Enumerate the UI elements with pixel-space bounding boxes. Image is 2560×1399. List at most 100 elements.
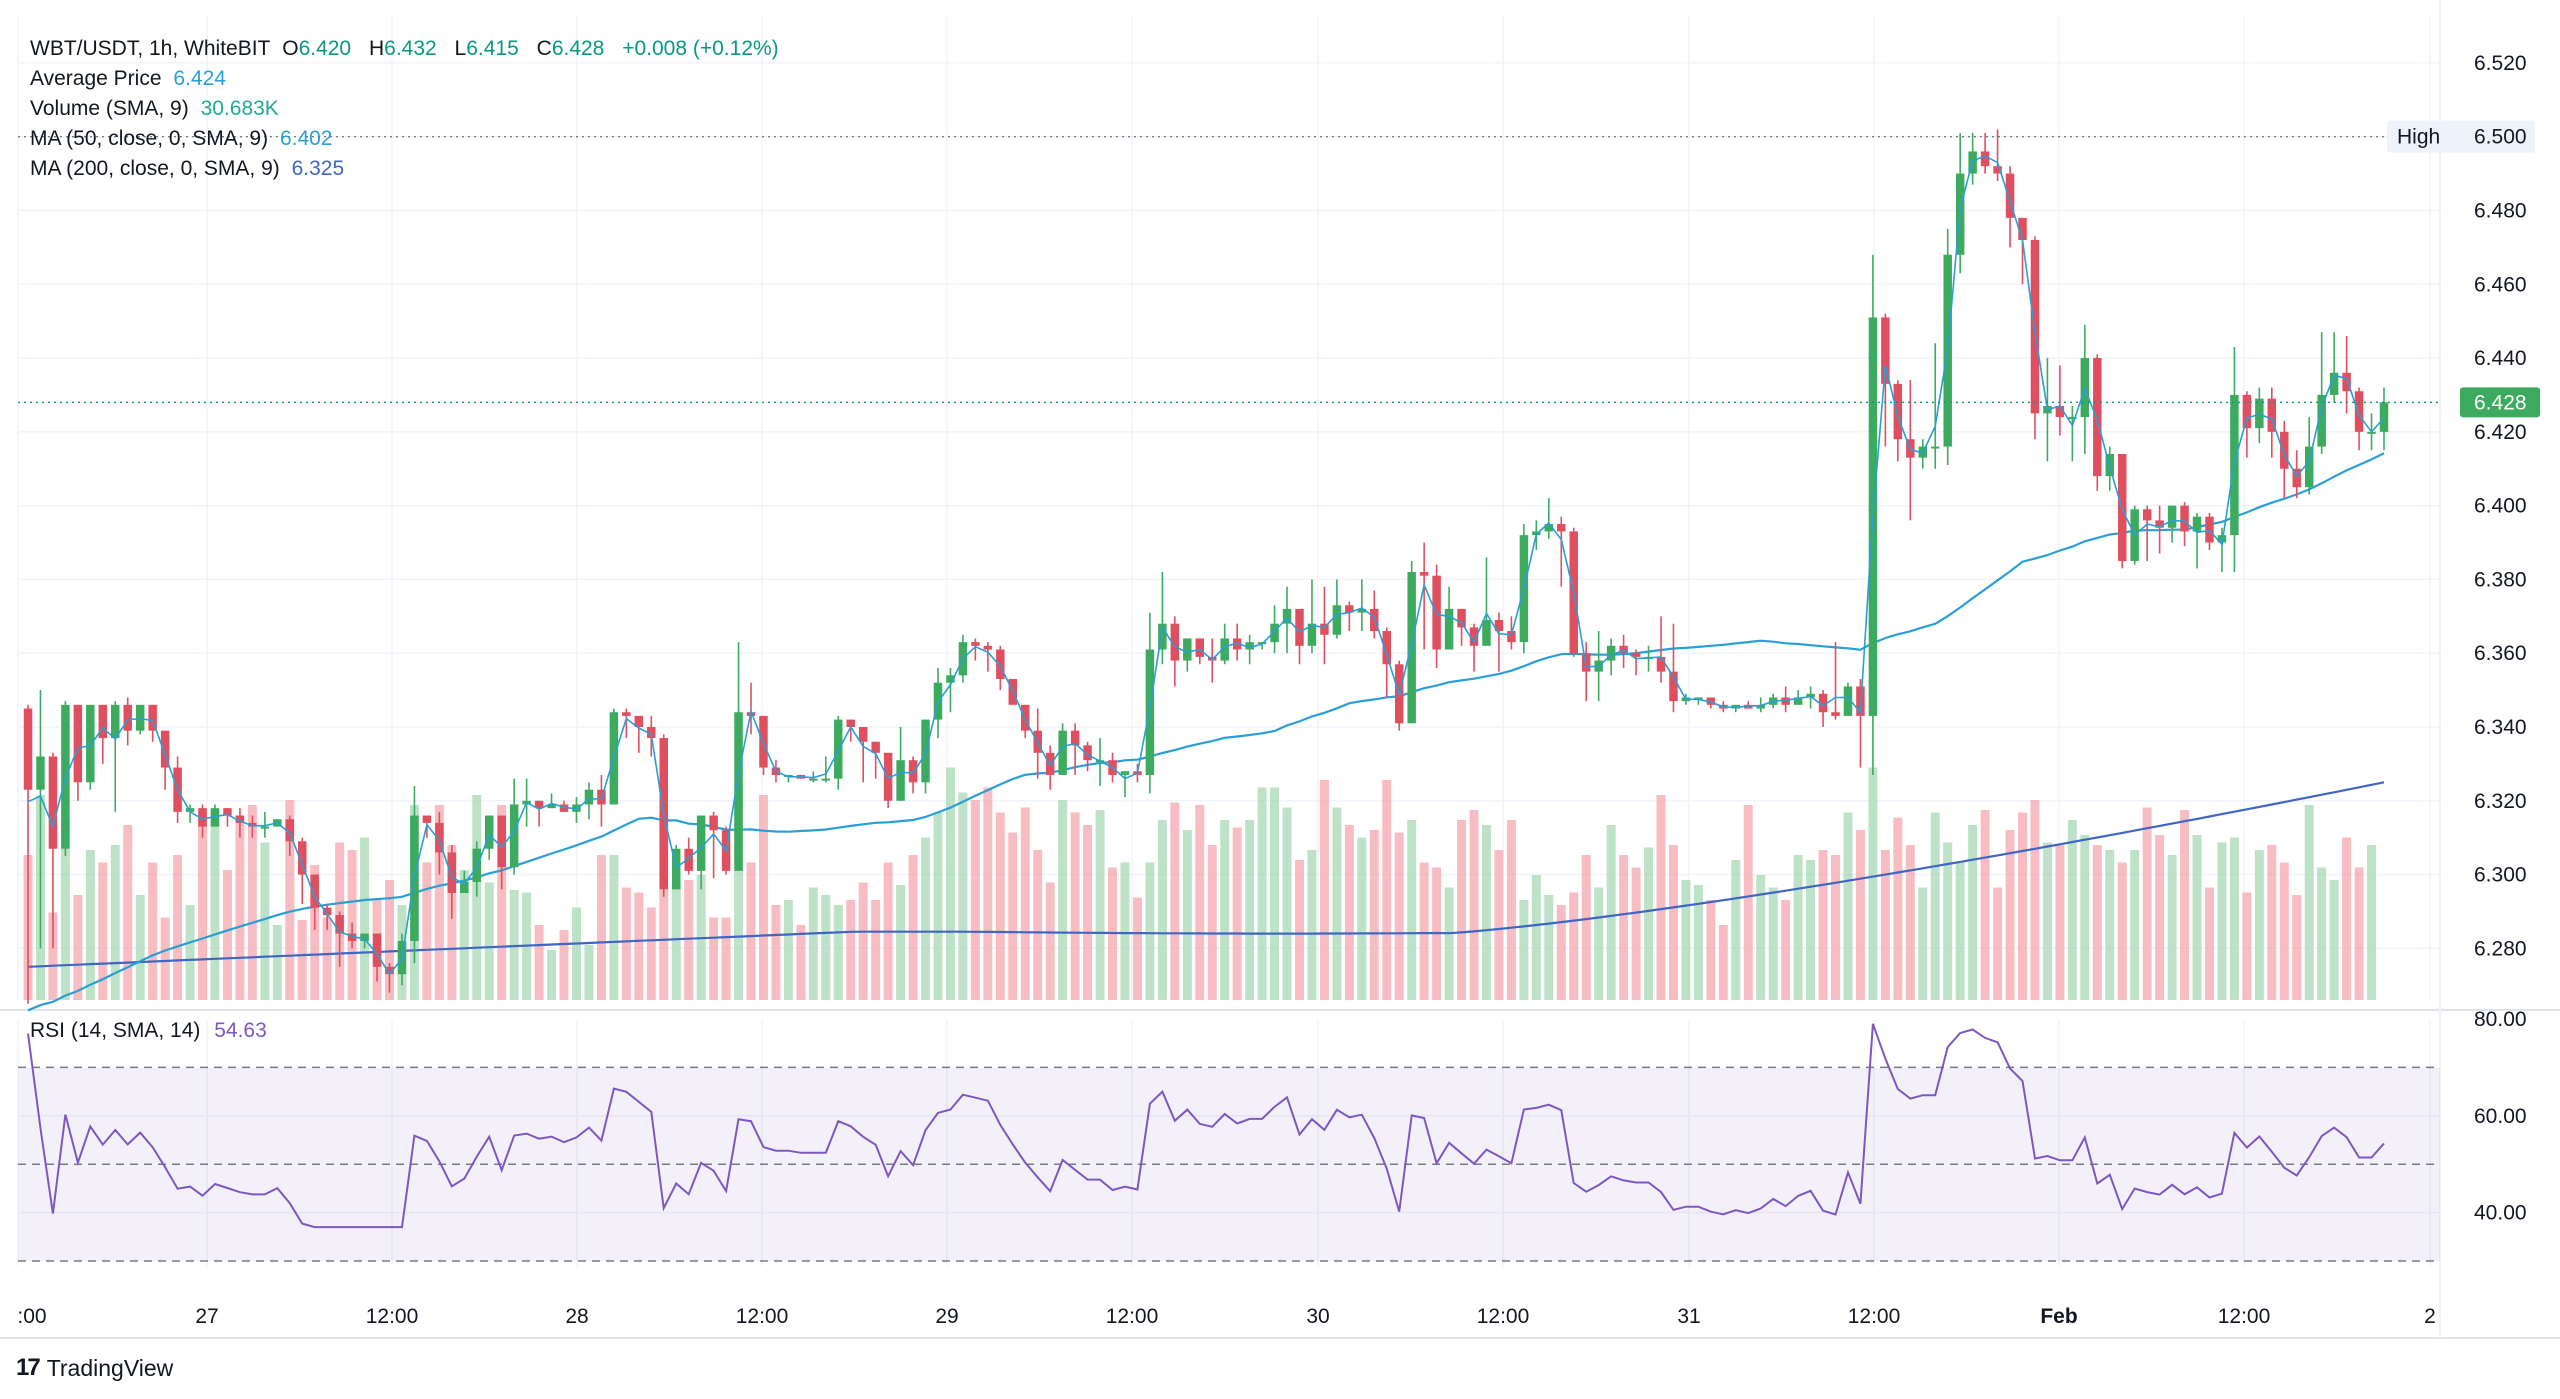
ma50-label: MA (50, close, 0, SMA, 9) [30, 127, 269, 150]
volume-bar [160, 917, 170, 1000]
volume-bar [958, 792, 968, 1000]
volume-bar [1880, 850, 1890, 1000]
candle [347, 922, 357, 949]
candle [484, 815, 494, 860]
candle [1382, 627, 1391, 698]
volume-bar [123, 825, 133, 1000]
candle [2354, 387, 2364, 451]
candle-body [2192, 516, 2202, 532]
candle [1881, 313, 1890, 447]
avg-price-path [27, 155, 2385, 976]
volume-bar [198, 812, 208, 1000]
candle [2192, 513, 2202, 569]
candle-body [148, 704, 157, 731]
volume-bar [933, 812, 943, 1000]
volume-bar [297, 920, 307, 1000]
rsi-label: RSI (14, SMA, 14) [30, 1019, 201, 1042]
low-value: 6.415 [466, 37, 519, 60]
candle-body [809, 778, 818, 781]
candle [160, 730, 170, 790]
candle-body [1120, 771, 1130, 775]
volume-bar [921, 837, 931, 1000]
candle [1419, 542, 1429, 650]
rsi-value: 54.63 [214, 1019, 267, 1042]
candle [1170, 616, 1180, 687]
candle [1781, 686, 1790, 713]
volume-bar [1270, 787, 1280, 1000]
candle [2068, 406, 2077, 462]
tradingview-logo[interactable]: 17 TradingView [16, 1354, 173, 1382]
volume-bar [385, 880, 394, 1000]
candle [1469, 623, 1479, 672]
candle [1656, 616, 1666, 683]
rsi-tick-label: 80.00 [2474, 1008, 2527, 1031]
time-tick-label: 29 [935, 1305, 958, 1328]
volume-bar [1818, 850, 1828, 1000]
avg-price-value: 6.424 [173, 67, 226, 90]
candle-body [1444, 608, 1454, 650]
candle-body [1669, 671, 1678, 702]
volume-bar [2005, 830, 2015, 1000]
volume-bar [1893, 817, 1903, 1000]
price-axis: 6.520 6.500 6.480 6.460 6.440 6.420 6.400 6.380… [2474, 52, 2527, 960]
candle-body [248, 822, 257, 827]
candle-body [1482, 619, 1491, 646]
candle [1606, 638, 1616, 676]
price-tick-label: 6.320 [2474, 790, 2527, 813]
candle [310, 874, 319, 930]
candle [597, 774, 606, 827]
candle [1856, 679, 1865, 768]
candle [1893, 380, 1903, 462]
candle-body [160, 730, 170, 768]
ohlc-row: WBT/USDT, 1h, WhiteBIT O6.420 H6.432 L6.… [30, 34, 785, 64]
volume-bar [1656, 795, 1666, 1000]
candle [285, 815, 295, 857]
candle [123, 697, 132, 746]
volume-bar [983, 787, 993, 1000]
avg-price-row[interactable]: Average Price 6.424 [30, 64, 785, 94]
symbol-title[interactable]: WBT/USDT, 1h, WhiteBIT [30, 37, 271, 60]
rsi-legend[interactable]: RSI (14, SMA, 14) 54.63 [30, 1019, 275, 1043]
volume-bar [1382, 780, 1392, 1000]
volume-bar [1731, 860, 1741, 1000]
candle [1793, 690, 1803, 705]
volume-bar [185, 905, 195, 1000]
volume-bar [2130, 850, 2140, 1000]
candle-body [1345, 605, 1354, 613]
ma50-row[interactable]: MA (50, close, 0, SMA, 9) 6.402 [30, 124, 785, 154]
time-tick-label: 31 [1677, 1305, 1700, 1328]
candle-body [2155, 520, 2164, 528]
candle [1045, 745, 1055, 790]
candle-body [198, 808, 207, 827]
ma200-row[interactable]: MA (200, close, 0, SMA, 9) 6.325 [30, 154, 785, 184]
candle [1295, 608, 1304, 665]
volume-bar [1980, 810, 1990, 1000]
volume-bar [360, 837, 370, 1000]
volume-bar [659, 812, 669, 1000]
candle [2142, 505, 2152, 561]
candle-body [1232, 638, 1242, 650]
candle [2180, 501, 2189, 547]
volume-bar [995, 812, 1005, 1000]
candle [48, 752, 58, 949]
candle-body [422, 815, 432, 823]
volume-bar [970, 800, 980, 1000]
volume-bar [235, 820, 245, 1000]
volume-bar [547, 950, 557, 1000]
candle [1357, 579, 1367, 632]
candle [322, 904, 332, 930]
volume-bar [1220, 820, 1230, 1000]
tv-logo-icon: 17 [16, 1354, 41, 1381]
candle-body [223, 808, 232, 816]
candle-body [1282, 608, 1292, 624]
candle [1756, 697, 1765, 713]
volume-bar [1095, 810, 1105, 1000]
time-tick-label: 12:00 [1106, 1305, 1159, 1328]
volume-bar [2092, 845, 2102, 1000]
time-tick-label: 27 [195, 1305, 218, 1328]
candle [1744, 701, 1753, 709]
last-price-label: 6.428 [2474, 391, 2527, 414]
volume-row[interactable]: Volume (SMA, 9) 30.683K [30, 94, 785, 124]
candle [1158, 572, 1167, 665]
